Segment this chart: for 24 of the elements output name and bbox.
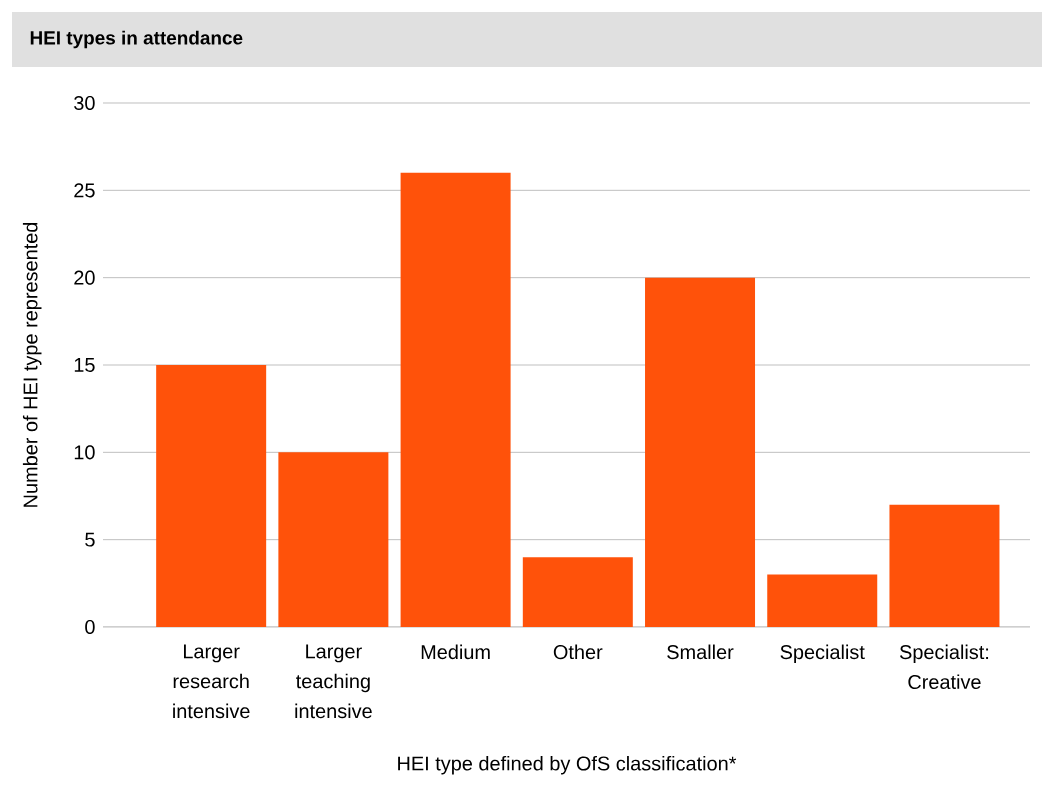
x-tick-label: Specialist: Creative bbox=[899, 644, 989, 690]
bar bbox=[889, 504, 1000, 627]
y-tick-label: 0 bbox=[85, 619, 95, 635]
x-tick-label: Larger teaching intensive bbox=[295, 644, 372, 719]
x-tick-label: Smaller bbox=[667, 644, 734, 660]
y-tick-label: 15 bbox=[74, 358, 95, 372]
y-tick-label: 10 bbox=[74, 445, 95, 460]
x-tick-label: Larger research intensive bbox=[173, 644, 250, 719]
y-tick-label: 30 bbox=[74, 95, 95, 111]
x-tick-label: Other bbox=[553, 644, 603, 660]
x-tick-label: Specialist bbox=[780, 644, 865, 664]
y-axis-title: Number of HEI type represented bbox=[22, 222, 42, 507]
y-tick-label: 20 bbox=[74, 270, 95, 285]
bar bbox=[645, 277, 756, 627]
y-tick-label: 5 bbox=[85, 532, 95, 547]
bar bbox=[156, 365, 267, 627]
bar bbox=[278, 452, 389, 627]
bar bbox=[522, 557, 633, 627]
bar bbox=[400, 172, 511, 627]
y-tick-label: 25 bbox=[74, 183, 95, 198]
chart-title: HEI types in attendance bbox=[30, 30, 243, 49]
bar bbox=[767, 574, 878, 627]
x-axis-title: HEI type defined by OfS classification* bbox=[398, 755, 737, 775]
x-tick-label: Medium bbox=[421, 644, 490, 660]
